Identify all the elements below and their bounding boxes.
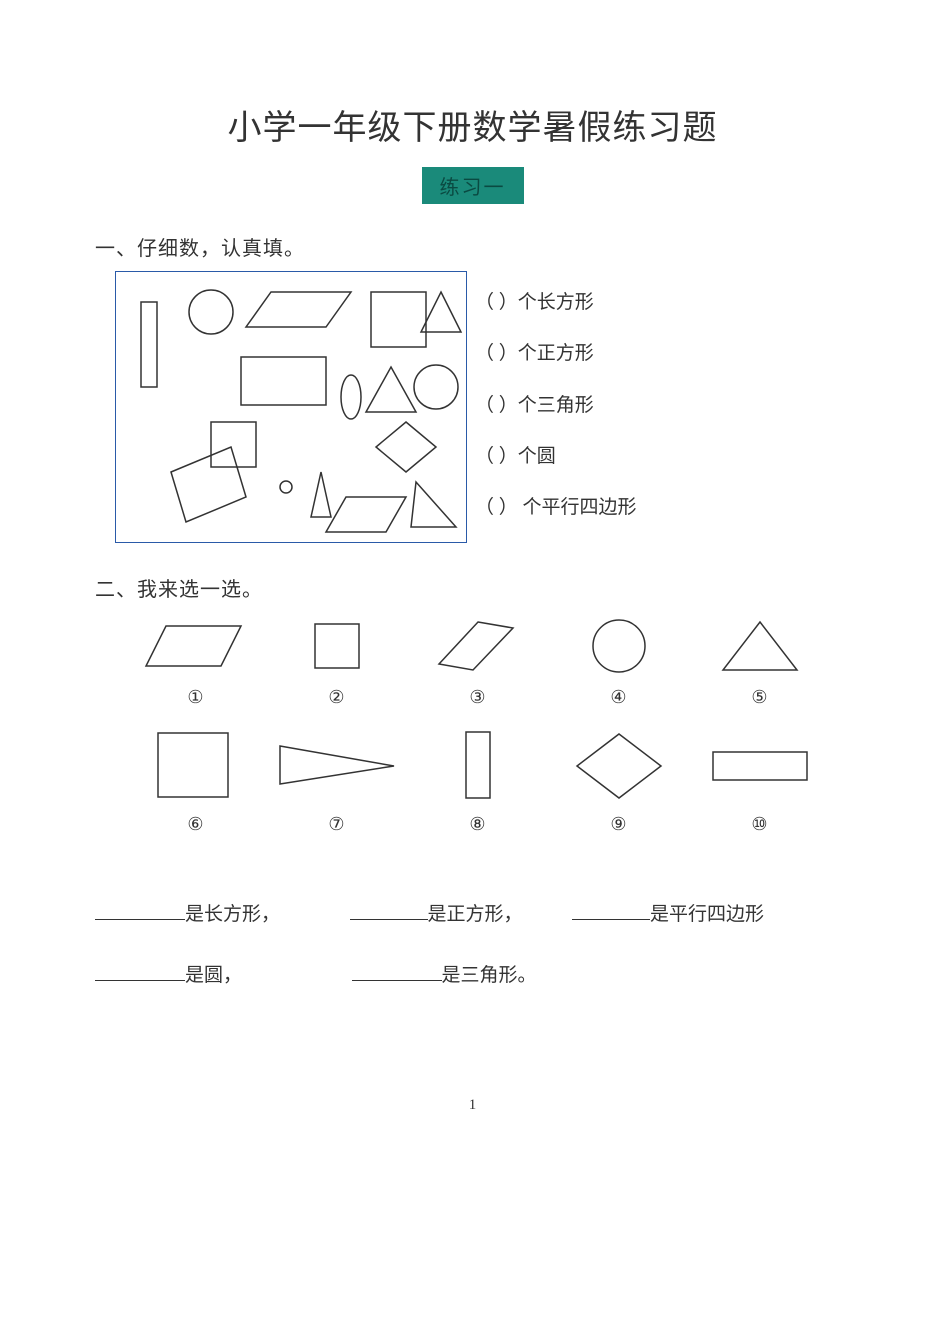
rectangle-icon bbox=[705, 728, 815, 803]
blank-input[interactable] bbox=[95, 962, 185, 981]
page-title: 小学一年级下册数学暑假练习题 bbox=[95, 100, 850, 149]
fill-item: （ ） 个平行四边形 bbox=[475, 482, 637, 533]
answer-text: 是三角形。 bbox=[442, 965, 537, 986]
shape-label: ⑦ bbox=[266, 814, 407, 835]
parallelogram-icon bbox=[433, 616, 523, 676]
subtitle-badge: 练习一 bbox=[422, 167, 524, 204]
blank-input[interactable] bbox=[352, 962, 442, 981]
triangle-icon bbox=[715, 616, 805, 676]
parallelogram-icon bbox=[141, 616, 251, 676]
shape-label: ⑩ bbox=[689, 814, 830, 835]
subtitle-wrap: 练习一 bbox=[95, 167, 850, 204]
shape-label: ④ bbox=[548, 687, 689, 708]
triangle-icon bbox=[272, 728, 402, 803]
shape-item: ④ bbox=[548, 616, 689, 708]
rectangle-icon bbox=[448, 728, 508, 803]
shape-item: ② bbox=[266, 616, 407, 708]
shape-label: ⑨ bbox=[548, 814, 689, 835]
shape-item: ③ bbox=[407, 616, 548, 708]
diamond-icon bbox=[569, 728, 669, 803]
shape-item: ⑨ bbox=[548, 728, 689, 835]
fill-item: （ ）个正方形 bbox=[475, 328, 637, 379]
shape-label: ⑧ bbox=[407, 814, 548, 835]
shape-label: ② bbox=[266, 687, 407, 708]
shape-row-1: ① ② ③ ④ ⑤ bbox=[115, 616, 850, 708]
blank-input[interactable] bbox=[350, 901, 428, 920]
square-icon bbox=[302, 616, 372, 676]
shape-label: ① bbox=[125, 687, 266, 708]
section2-heading: 二、我来选一选。 bbox=[95, 573, 850, 602]
answer-line-1: 是长方形， 是正方形， 是平行四边形 bbox=[95, 885, 850, 946]
fill-item: （ ）个长方形 bbox=[475, 277, 637, 328]
answer-text: 是平行四边形 bbox=[650, 904, 764, 925]
shape-item: ⑩ bbox=[689, 728, 830, 835]
shape-label: ③ bbox=[407, 687, 548, 708]
shape-item: ⑦ bbox=[266, 728, 407, 835]
blank-input[interactable] bbox=[95, 901, 185, 920]
answer-text: 是圆， bbox=[185, 965, 242, 986]
fill-blank-list: （ ）个长方形 （ ）个正方形 （ ）个三角形 （ ）个圆 （ ） 个平行四边形 bbox=[475, 277, 637, 533]
answer-text: 是正方形， bbox=[428, 904, 523, 925]
answer-text: 是长方形， bbox=[185, 904, 280, 925]
page-number: 1 bbox=[95, 1097, 850, 1114]
shape-item: ⑥ bbox=[125, 728, 266, 835]
answer-line-2: 是圆， 是三角形。 bbox=[95, 946, 850, 1007]
shape-item: ⑤ bbox=[689, 616, 830, 708]
question1-row: （ ）个长方形 （ ）个正方形 （ ）个三角形 （ ）个圆 （ ） 个平行四边形 bbox=[95, 271, 850, 543]
blank-input[interactable] bbox=[572, 901, 650, 920]
circle-icon bbox=[579, 616, 659, 676]
shape-row-2: ⑥ ⑦ ⑧ ⑨ ⑩ bbox=[115, 728, 850, 835]
square-icon bbox=[146, 728, 246, 803]
shapes-box bbox=[115, 271, 467, 543]
answer-lines: 是长方形， 是正方形， 是平行四边形 是圆， 是三角形。 bbox=[95, 885, 850, 1007]
section1-heading: 一、仔细数，认真填。 bbox=[95, 232, 850, 261]
fill-item: （ ）个圆 bbox=[475, 431, 637, 482]
shape-item: ⑧ bbox=[407, 728, 548, 835]
shape-label: ⑥ bbox=[125, 814, 266, 835]
worksheet-page: 小学一年级下册数学暑假练习题 练习一 一、仔细数，认真填。 bbox=[0, 0, 945, 1174]
fill-item: （ ）个三角形 bbox=[475, 380, 637, 431]
question2-shapes: ① ② ③ ④ ⑤ ⑥ bbox=[115, 616, 850, 835]
shape-label: ⑤ bbox=[689, 687, 830, 708]
shapes-svg bbox=[116, 272, 466, 542]
shape-item: ① bbox=[125, 616, 266, 708]
